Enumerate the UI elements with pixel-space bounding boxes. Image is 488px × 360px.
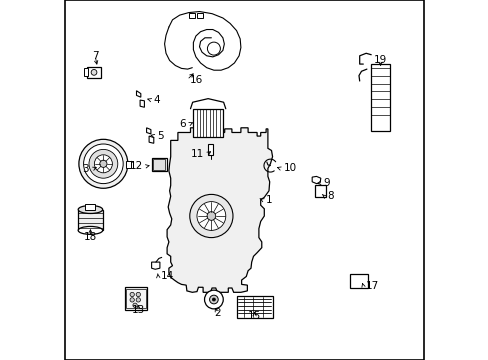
Text: 7: 7 [92,51,98,61]
Circle shape [79,139,127,188]
Text: 6: 6 [179,119,186,129]
Text: 19: 19 [373,55,386,66]
Text: 18: 18 [83,232,97,242]
Bar [85,204,95,210]
Text: 10: 10 [283,163,296,174]
Bar [126,161,131,168]
Circle shape [206,212,215,220]
Circle shape [83,144,123,184]
Circle shape [89,149,118,178]
Bar [197,13,203,18]
Text: 9: 9 [323,178,330,188]
Polygon shape [140,100,144,107]
Text: 11: 11 [190,149,204,159]
Bar [188,13,195,18]
Ellipse shape [78,226,102,234]
Bar [193,109,223,137]
Text: 13: 13 [131,305,144,315]
Polygon shape [311,176,320,184]
Circle shape [212,298,215,301]
Circle shape [136,298,140,302]
Bar [370,64,389,131]
Polygon shape [136,91,141,97]
Circle shape [209,295,218,304]
Circle shape [91,69,97,75]
Circle shape [130,298,134,302]
Circle shape [130,292,134,297]
Circle shape [197,202,225,230]
Bar [84,68,88,76]
Circle shape [133,303,137,307]
Circle shape [94,155,112,173]
Text: 17: 17 [366,281,379,291]
Text: 12: 12 [129,161,142,171]
Polygon shape [149,136,153,143]
Text: 8: 8 [326,191,333,201]
Bar [314,185,325,197]
Circle shape [100,160,107,167]
Polygon shape [151,262,160,269]
Bar [236,296,272,318]
Text: 4: 4 [153,95,160,105]
Bar [349,274,367,288]
Bar [87,67,101,78]
Text: 15: 15 [247,311,261,321]
Circle shape [189,194,232,238]
Circle shape [204,290,223,309]
Bar [208,144,212,155]
Polygon shape [167,128,272,292]
Bar [126,289,145,308]
Polygon shape [146,128,151,134]
Bar [78,210,102,230]
Ellipse shape [78,206,102,213]
Bar [125,287,147,310]
Text: 1: 1 [265,195,271,205]
Circle shape [136,292,140,297]
Circle shape [207,42,220,55]
Text: 2: 2 [214,308,221,318]
Text: 5: 5 [157,131,163,141]
Text: 16: 16 [189,75,203,85]
Bar [153,159,165,170]
Bar [151,158,166,171]
Text: 3: 3 [82,164,89,174]
Text: 14: 14 [161,271,174,282]
